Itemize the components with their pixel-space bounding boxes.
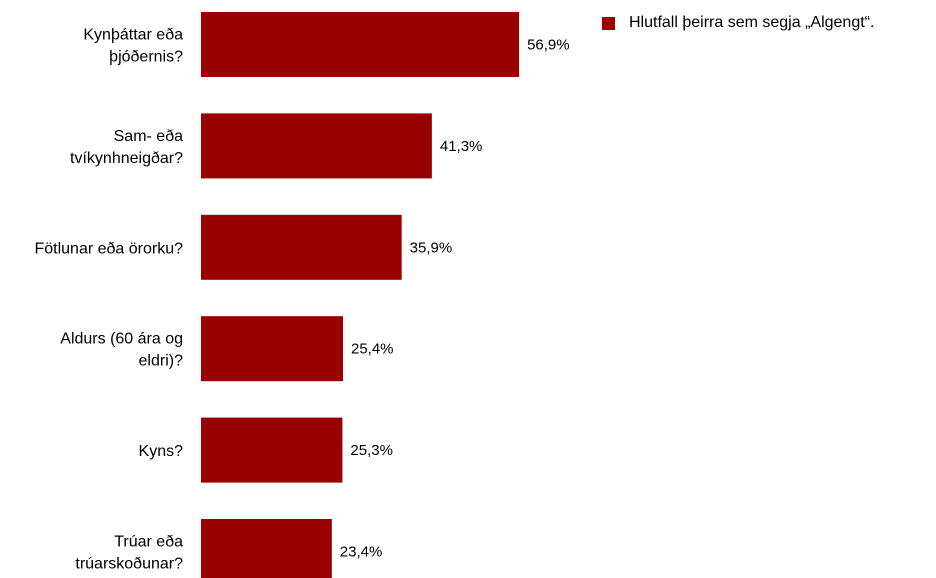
bar [201, 12, 520, 77]
value-label: 25,3% [350, 442, 393, 459]
bar [201, 417, 343, 483]
category-label: Trúar eða [114, 534, 183, 551]
category-label: tvíkynhneigðar? [70, 150, 183, 167]
category-label: Aldurs (60 ára og [60, 331, 183, 348]
legend-label: Hlutfall þeirra sem segja „Algengt“. [629, 14, 875, 31]
category-label: eldri)? [139, 353, 184, 370]
category-label: Sam- eða [114, 128, 183, 145]
category-label: Kyns? [139, 443, 184, 460]
bar [201, 519, 332, 578]
value-label: 23,4% [340, 544, 383, 561]
value-label: 41,3% [440, 138, 483, 155]
value-label: 35,9% [410, 239, 453, 256]
legend-swatch [602, 16, 615, 30]
category-label: Fötlunar eða örorku? [34, 240, 183, 257]
category-label: þjóðernis? [109, 49, 183, 66]
value-label: 56,9% [527, 37, 570, 54]
bar [201, 113, 432, 179]
category-label: trúarskoðunar? [75, 556, 183, 573]
value-label: 25,4% [351, 341, 394, 358]
bar [201, 316, 343, 382]
bar [201, 214, 402, 280]
legend: Hlutfall þeirra sem segja „Algengt“. [602, 14, 874, 32]
category-label: Kynþáttar eða [83, 27, 183, 44]
